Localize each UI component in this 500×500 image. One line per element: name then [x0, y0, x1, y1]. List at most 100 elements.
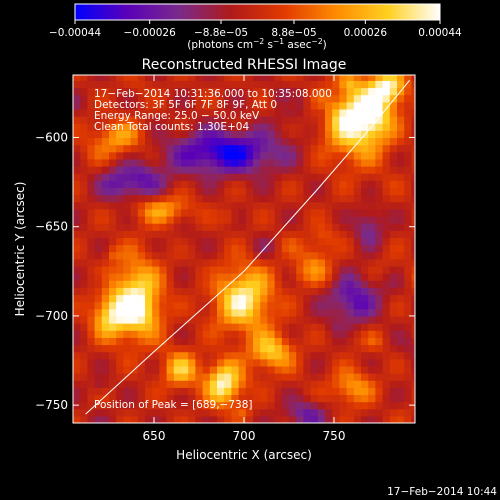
- heatmap-cell: [152, 215, 160, 224]
- heatmap-cell: [404, 351, 412, 360]
- heatmap-cell: [317, 294, 326, 303]
- heatmap-cell: [188, 223, 196, 231]
- heatmap-cell: [303, 215, 312, 224]
- heatmap-cell: [116, 344, 124, 353]
- heatmap-cell: [281, 101, 290, 110]
- heatmap-cell: [73, 265, 81, 274]
- heatmap-cell: [289, 408, 297, 417]
- heatmap-cell: [224, 280, 232, 288]
- heatmap-cell: [238, 344, 247, 353]
- heatmap-cell: [80, 258, 88, 267]
- heatmap-cell: [166, 394, 175, 403]
- heatmap-cell: [411, 330, 415, 338]
- heatmap-cell: [317, 237, 326, 246]
- heatmap-cell: [389, 158, 398, 167]
- heatmap-cell: [303, 401, 312, 410]
- heatmap-cell: [87, 180, 96, 189]
- heatmap-cell: [137, 373, 146, 381]
- heatmap-cell: [289, 180, 297, 189]
- heatmap-cell: [73, 280, 81, 288]
- heatmap-cell: [332, 108, 340, 117]
- heatmap-cell: [123, 273, 132, 281]
- heatmap-cell: [181, 323, 189, 331]
- heatmap-cell: [123, 158, 132, 167]
- heatmap-cell: [159, 108, 168, 117]
- heatmap-cell: [73, 87, 81, 96]
- heatmap-cell: [181, 137, 189, 146]
- heatmap-cell: [173, 230, 182, 238]
- heatmap-cell: [101, 330, 110, 338]
- heatmap-cell: [397, 280, 405, 288]
- heatmap-cell: [130, 394, 139, 403]
- heatmap-cell: [73, 180, 81, 189]
- heatmap-cell: [274, 337, 283, 346]
- heatmap-cell: [389, 75, 398, 81]
- heatmap-cell: [353, 194, 362, 203]
- heatmap-cell: [339, 101, 348, 110]
- heatmap-cell: [159, 237, 168, 246]
- heatmap-cell: [173, 258, 182, 267]
- heatmap-cell: [137, 344, 146, 353]
- heatmap-cell: [80, 394, 88, 403]
- heatmap-cell: [281, 273, 290, 281]
- heatmap-cell: [411, 158, 415, 167]
- heatmap-cell: [73, 294, 81, 303]
- heatmap-cell: [173, 337, 182, 346]
- heatmap-cell: [296, 158, 304, 167]
- heatmap-cell: [137, 137, 146, 146]
- heatmap-cell: [281, 337, 290, 346]
- heatmap-cell: [397, 237, 405, 246]
- heatmap-cell: [375, 130, 384, 139]
- heatmap-cell: [159, 173, 168, 181]
- heatmap-cell: [181, 358, 189, 367]
- heatmap-cell: [116, 408, 124, 417]
- heatmap-cell: [123, 87, 132, 96]
- heatmap-cell: [80, 337, 88, 346]
- heatmap-cell: [260, 237, 268, 246]
- heatmap-cell: [173, 108, 182, 117]
- heatmap-cell: [224, 180, 232, 189]
- heatmap-cell: [123, 294, 132, 303]
- heatmap-cell: [195, 173, 204, 181]
- heatmap-cell: [339, 344, 348, 353]
- heatmap-cell: [195, 294, 204, 303]
- heatmap-cell: [332, 130, 340, 139]
- heatmap-cell: [188, 344, 196, 353]
- heatmap-cell: [94, 108, 103, 117]
- heatmap-cell: [73, 237, 81, 246]
- heatmap-cell: [411, 80, 415, 89]
- heatmap-cell: [166, 180, 175, 189]
- heatmap-cell: [325, 373, 333, 381]
- heatmap-cell: [260, 373, 268, 381]
- heatmap-cell: [253, 301, 261, 310]
- heatmap-cell: [173, 351, 182, 360]
- heatmap-cell: [231, 337, 240, 346]
- heatmap-cell: [253, 365, 261, 374]
- heatmap-cell: [375, 258, 384, 267]
- heatmap-cell: [245, 365, 254, 374]
- heatmap-cell: [361, 344, 369, 353]
- heatmap-cell: [361, 373, 369, 381]
- heatmap-cell: [159, 137, 168, 146]
- heatmap-cell: [303, 101, 312, 110]
- heatmap-cell: [109, 75, 117, 81]
- heatmap-cell: [202, 287, 211, 296]
- heatmap-cell: [181, 201, 189, 210]
- heatmap-cell: [339, 194, 348, 203]
- heatmap-cell: [253, 123, 261, 131]
- heatmap-cell: [310, 415, 319, 423]
- heatmap-cell: [296, 408, 304, 417]
- heatmap-cell: [181, 108, 189, 117]
- heatmap-cell: [361, 351, 369, 360]
- heatmap-cell: [325, 273, 333, 281]
- heatmap-cell: [73, 123, 81, 131]
- heatmap-cell: [375, 173, 384, 181]
- heatmap-cell: [317, 244, 326, 253]
- heatmap-cell: [281, 294, 290, 303]
- heatmap-cell: [94, 87, 103, 96]
- heatmap-cell: [145, 166, 153, 174]
- heatmap-cell: [274, 223, 283, 231]
- heatmap-cell: [339, 166, 348, 174]
- heatmap-cell: [382, 75, 391, 81]
- heatmap-cell: [116, 201, 124, 210]
